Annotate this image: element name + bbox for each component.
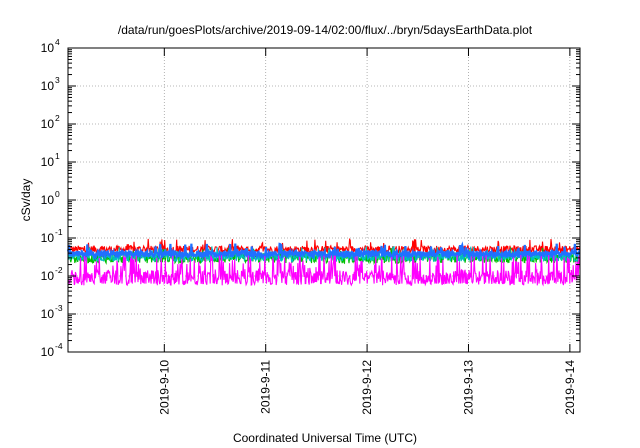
x-axis: 2019-9-10 2019-9-11 2019-9-12 2019-9-13 2019… — [157, 48, 577, 415]
y-tick-label: 10 — [41, 269, 55, 283]
y-tick-label: 10 — [41, 231, 55, 245]
x-tick-label: 2019-9-14 — [563, 360, 577, 415]
series-line — [66, 241, 581, 262]
y-tick-exponent: 2 — [55, 113, 60, 123]
y-tick-exponent: -3 — [55, 303, 63, 313]
y-tick-exponent: 0 — [55, 189, 60, 199]
y-tick-label: 10 — [41, 193, 55, 207]
y-tick-label: 10 — [41, 79, 55, 93]
x-tick-label: 2019-9-11 — [259, 360, 273, 414]
y-tick-exponent: -4 — [55, 341, 63, 351]
y-tick-exponent: -1 — [55, 227, 63, 237]
chart-title: /data/run/goesPlots/archive/2019-09-14/0… — [118, 23, 533, 37]
y-tick-label: 10 — [41, 117, 55, 131]
y-tick-exponent: 3 — [55, 75, 60, 85]
x-axis-label: Coordinated Universal Time (UTC) — [233, 431, 417, 445]
y-axis-label: cSv/day — [19, 179, 33, 222]
x-tick-label: 2019-9-12 — [360, 360, 374, 415]
y-tick-label: 10 — [41, 307, 55, 321]
y-tick-exponent: -2 — [55, 265, 63, 275]
x-tick-label: 2019-9-13 — [461, 360, 475, 415]
series-layer — [66, 238, 581, 287]
y-tick-exponent: 1 — [55, 151, 60, 161]
y-tick-label: 10 — [41, 41, 55, 55]
x-tick-label: 2019-9-10 — [157, 360, 171, 415]
y-tick-label: 10 — [41, 345, 55, 359]
series-line — [67, 254, 581, 287]
y-tick-label: 10 — [41, 155, 55, 169]
grid — [68, 48, 580, 352]
y-tick-exponent: 4 — [55, 37, 60, 47]
